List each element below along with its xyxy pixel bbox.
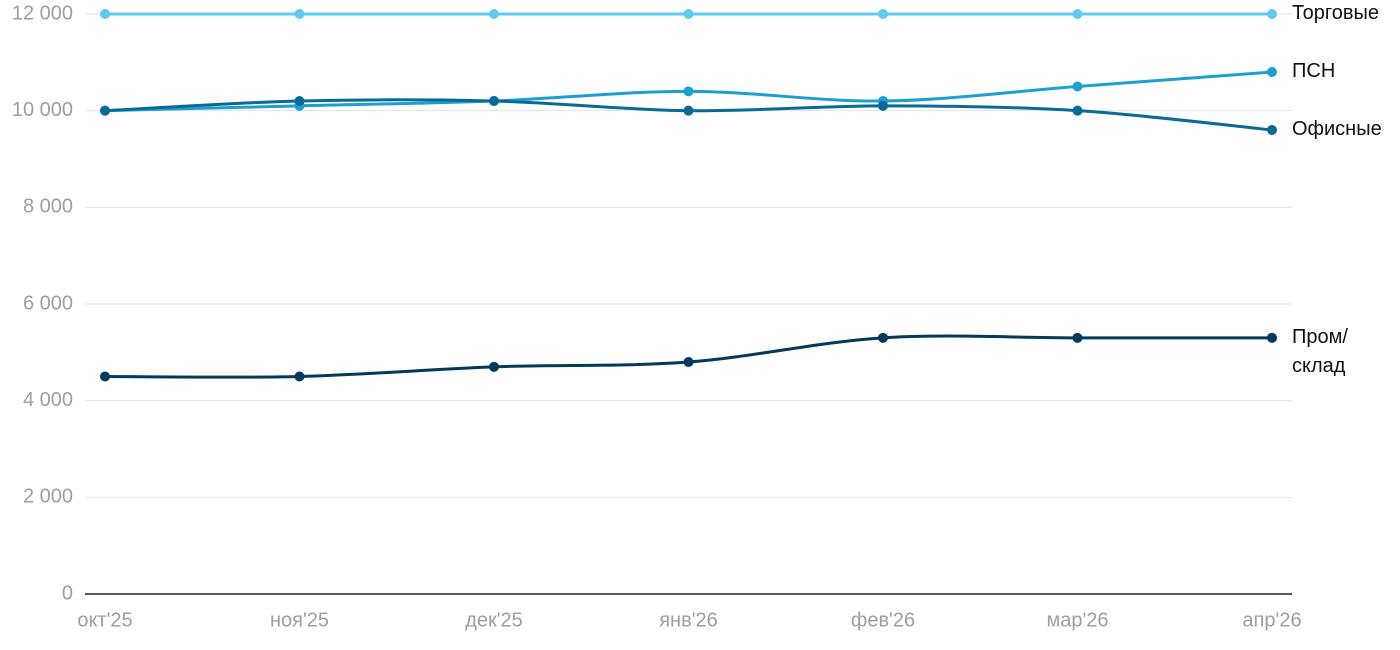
legend-label: Пром/склад [1292, 325, 1348, 377]
data-point [489, 9, 499, 19]
y-tick-label: 12 000 [12, 2, 73, 24]
data-point [100, 9, 110, 19]
data-point [100, 371, 110, 382]
x-tick-label: апр'26 [1242, 609, 1301, 631]
series-label: Пром/склад [1292, 325, 1348, 377]
y-tick-label: 2 000 [23, 486, 73, 508]
y-tick-label: 8 000 [23, 196, 73, 218]
data-point [1072, 81, 1083, 92]
y-tick-label: 10 000 [12, 99, 73, 121]
x-tick-label: мар'26 [1046, 609, 1108, 631]
data-point [489, 361, 499, 372]
legend-label: Офисные [1292, 118, 1382, 140]
data-point [1267, 332, 1277, 343]
series-label: ПСН [1292, 60, 1336, 82]
series-label: Торговые [1292, 2, 1380, 24]
data-point [683, 86, 694, 97]
series-label: Офисные [1292, 118, 1382, 140]
data-point [878, 100, 888, 111]
data-point [1072, 9, 1083, 19]
data-point [683, 9, 694, 19]
data-point [683, 357, 694, 367]
data-point [683, 105, 694, 116]
x-tick-label: дек'25 [465, 609, 523, 631]
data-point [1267, 67, 1277, 77]
x-tick-label: окт'25 [77, 609, 132, 631]
data-point [878, 332, 888, 343]
legend-label: Торговые [1292, 2, 1380, 24]
data-point [1072, 332, 1083, 343]
y-tick-label: 4 000 [23, 389, 73, 411]
series-line [104, 334, 1272, 379]
legend-label: ПСН [1292, 60, 1336, 82]
y-tick-label: 0 [62, 582, 73, 604]
data-point [1072, 105, 1083, 116]
y-tick-label: 6 000 [23, 292, 73, 314]
data-point [489, 96, 499, 106]
data-point [878, 9, 888, 19]
x-tick-label: фев'26 [851, 609, 915, 631]
data-point [294, 9, 305, 19]
data-point [100, 105, 110, 116]
data-point [1267, 125, 1277, 135]
data-point [1267, 9, 1277, 19]
data-point [294, 96, 305, 106]
x-tick-label: янв'26 [659, 609, 718, 631]
x-tick-label: ноя'25 [270, 609, 329, 631]
data-point [294, 371, 305, 382]
